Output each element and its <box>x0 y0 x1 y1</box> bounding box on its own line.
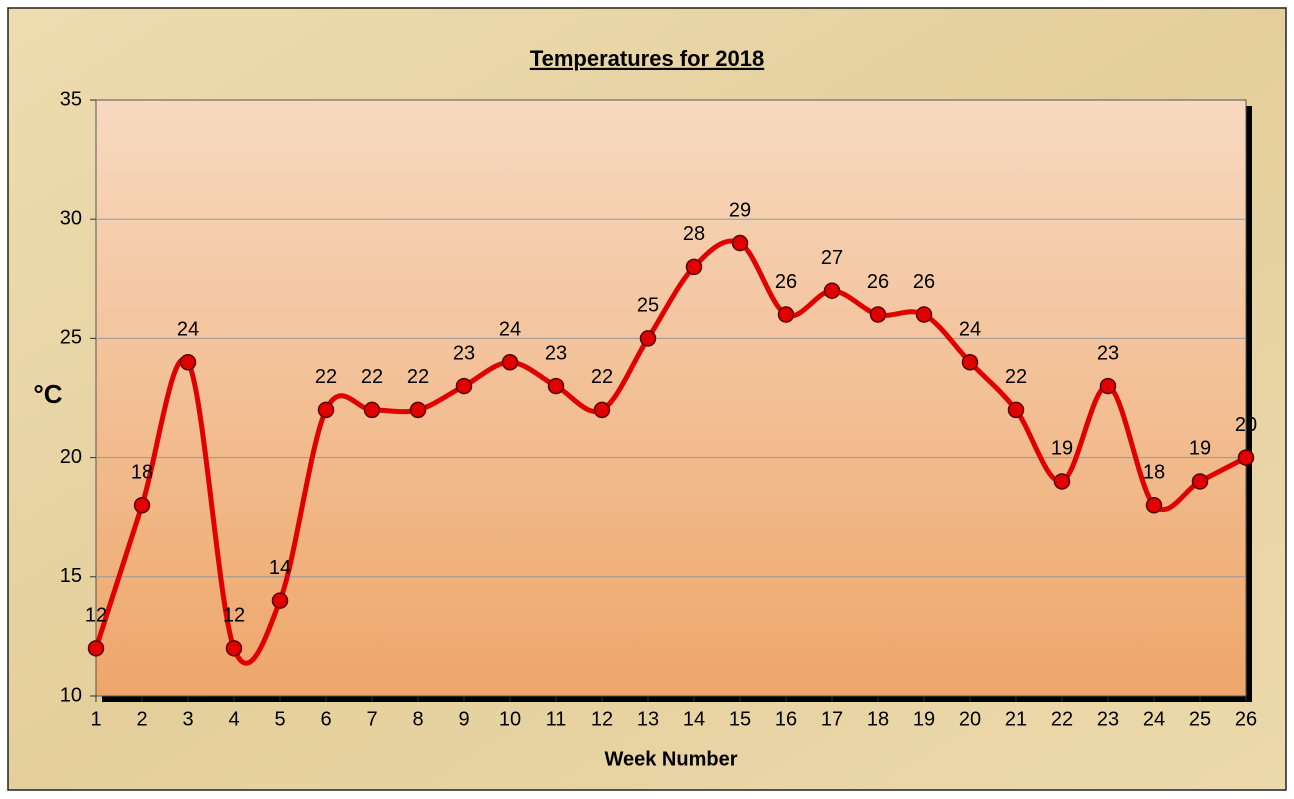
x-tick-label: 4 <box>228 708 239 730</box>
y-axis-label: °C <box>33 379 62 409</box>
x-tick-label: 22 <box>1051 708 1073 730</box>
data-label: 23 <box>545 342 567 364</box>
point-marker <box>823 282 841 299</box>
point-marker <box>639 330 657 347</box>
x-tick-label: 14 <box>683 708 705 730</box>
data-label: 24 <box>499 319 521 341</box>
y-tick-label: 30 <box>60 207 82 229</box>
point-marker <box>961 353 979 371</box>
point-marker <box>225 640 243 657</box>
point-marker <box>593 401 611 419</box>
x-tick-label: 19 <box>913 708 935 730</box>
y-tick-label: 25 <box>60 327 82 349</box>
x-tick-label: 15 <box>729 708 751 730</box>
point-marker <box>685 258 703 276</box>
point-marker <box>133 497 151 514</box>
data-label: 19 <box>1051 438 1073 460</box>
data-label: 24 <box>959 319 981 341</box>
plot-area <box>95 99 1247 697</box>
x-tick-label: 3 <box>182 708 193 730</box>
data-label: 28 <box>683 223 705 245</box>
x-tick-label: 7 <box>366 708 377 730</box>
data-label: 14 <box>269 557 291 579</box>
x-tick-label: 5 <box>274 708 285 730</box>
data-label: 12 <box>85 605 107 627</box>
point-marker <box>179 353 197 371</box>
point-marker <box>777 306 795 323</box>
x-tick-label: 16 <box>775 708 797 730</box>
point-marker <box>1053 473 1071 490</box>
point-marker <box>409 401 427 419</box>
data-label: 18 <box>131 462 153 484</box>
x-tick-label: 13 <box>637 708 659 730</box>
data-label: 23 <box>1097 342 1119 364</box>
x-tick-label: 17 <box>821 708 843 730</box>
data-label: 22 <box>1005 366 1027 388</box>
data-label: 27 <box>821 247 843 269</box>
x-tick-label: 12 <box>591 708 613 730</box>
data-label: 12 <box>223 605 245 627</box>
x-tick-label: 1 <box>90 708 101 730</box>
data-label: 18 <box>1143 462 1165 484</box>
y-tick-label: 10 <box>60 684 82 706</box>
y-tick-label: 15 <box>60 565 82 587</box>
data-label: 24 <box>177 319 199 341</box>
x-tick-label: 23 <box>1097 708 1119 730</box>
point-marker <box>271 592 289 609</box>
data-label: 22 <box>361 366 383 388</box>
data-label: 23 <box>453 342 475 364</box>
point-marker <box>1191 473 1209 490</box>
x-tick-label: 25 <box>1189 708 1211 730</box>
data-label: 22 <box>591 366 613 388</box>
data-label: 29 <box>729 199 751 221</box>
data-label: 22 <box>315 366 337 388</box>
y-tick-label: 35 <box>60 88 82 110</box>
point-marker <box>87 640 105 657</box>
y-tick-label: 20 <box>60 446 82 468</box>
point-marker <box>363 401 381 419</box>
point-marker <box>317 401 335 419</box>
data-label: 20 <box>1235 414 1257 436</box>
x-axis-label: Week Number <box>604 748 737 770</box>
x-tick-label: 10 <box>499 708 521 730</box>
data-label: 19 <box>1189 438 1211 460</box>
point-marker <box>1099 377 1117 395</box>
data-label: 25 <box>637 295 659 317</box>
point-marker <box>869 306 887 323</box>
data-label: 26 <box>913 271 935 293</box>
point-marker <box>731 234 749 252</box>
x-tick-label: 9 <box>458 708 469 730</box>
x-tick-label: 20 <box>959 708 981 730</box>
point-marker <box>455 377 473 395</box>
chart-title: Temperatures for 2018 <box>530 46 764 71</box>
x-tick-label: 2 <box>136 708 147 730</box>
x-tick-label: 8 <box>412 708 423 730</box>
point-marker <box>915 306 933 323</box>
data-label: 22 <box>407 366 429 388</box>
x-tick-label: 18 <box>867 708 889 730</box>
point-marker <box>1145 497 1163 514</box>
point-marker <box>1007 401 1025 419</box>
x-tick-label: 6 <box>320 708 331 730</box>
data-label: 26 <box>775 271 797 293</box>
data-label: 26 <box>867 271 889 293</box>
point-marker <box>1237 449 1255 466</box>
x-tick-label: 21 <box>1005 708 1027 730</box>
point-marker <box>501 353 519 371</box>
x-tick-label: 24 <box>1143 708 1165 730</box>
x-tick-label: 26 <box>1235 708 1257 730</box>
point-marker <box>547 377 565 395</box>
x-tick-label: 11 <box>546 708 567 730</box>
